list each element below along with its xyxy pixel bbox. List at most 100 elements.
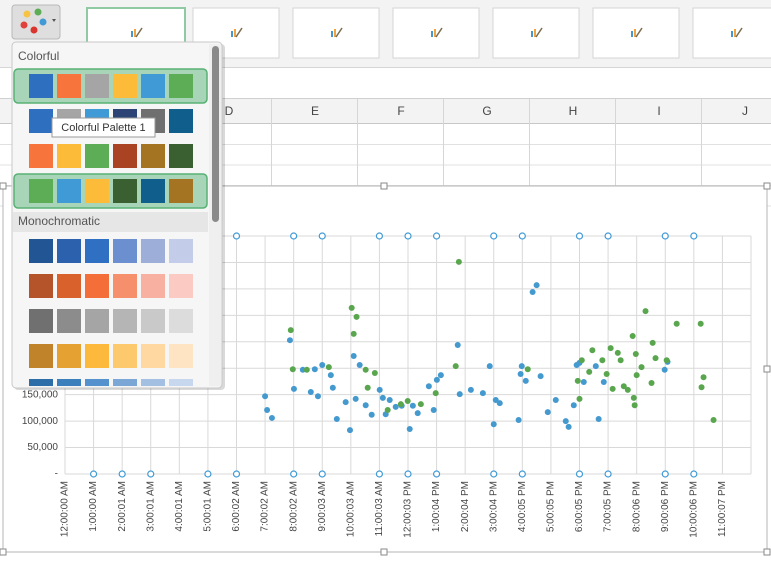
swatch[interactable]	[141, 274, 165, 298]
swatch[interactable]	[29, 344, 53, 368]
data-point	[630, 394, 637, 401]
swatch[interactable]	[113, 144, 137, 168]
swatch[interactable]	[113, 274, 137, 298]
resize-handle[interactable]	[763, 548, 771, 556]
swatch[interactable]	[29, 74, 53, 98]
swatch[interactable]	[85, 239, 109, 263]
swatch[interactable]	[141, 344, 165, 368]
swatch[interactable]	[113, 379, 137, 403]
x-tick-label: 8:00:02 AM	[288, 481, 299, 532]
swatch[interactable]	[141, 309, 165, 333]
column-header[interactable]: D	[225, 104, 234, 118]
data-point	[329, 384, 336, 391]
data-point	[492, 396, 499, 403]
column-header[interactable]: E	[311, 104, 319, 118]
swatch[interactable]	[169, 379, 193, 403]
column-header[interactable]: H	[569, 104, 578, 118]
swatch[interactable]	[169, 109, 193, 133]
data-point	[486, 363, 493, 370]
swatch[interactable]	[113, 179, 137, 203]
palette-menu: Colorful Monochromatic	[11, 41, 225, 403]
data-point	[409, 402, 416, 409]
swatch[interactable]	[57, 179, 81, 203]
swatch[interactable]	[141, 144, 165, 168]
data-point	[392, 403, 399, 410]
resize-handle[interactable]	[0, 182, 7, 190]
resize-handle[interactable]	[763, 365, 771, 373]
swatch[interactable]	[57, 344, 81, 368]
data-point	[518, 232, 526, 240]
swatch[interactable]	[113, 344, 137, 368]
thumb-icon	[335, 27, 343, 38]
swatch[interactable]	[85, 274, 109, 298]
swatch[interactable]	[113, 309, 137, 333]
swatch[interactable]	[141, 379, 165, 403]
data-point	[375, 232, 384, 240]
swatch[interactable]	[57, 144, 81, 168]
data-point	[376, 386, 383, 393]
swatch[interactable]	[169, 344, 193, 368]
swatch[interactable]	[169, 74, 193, 98]
swatch[interactable]	[29, 144, 53, 168]
thumb-icon	[231, 31, 233, 37]
data-point	[417, 401, 424, 408]
swatch[interactable]	[113, 239, 137, 263]
column-header[interactable]: I	[657, 104, 660, 118]
data-point	[663, 357, 670, 364]
swatch[interactable]	[85, 379, 109, 403]
data-point	[690, 232, 698, 240]
data-point	[319, 362, 326, 369]
y-tick-label: 100,000	[22, 416, 59, 427]
swatch[interactable]	[141, 239, 165, 263]
swatch[interactable]	[29, 109, 53, 133]
swatch[interactable]	[57, 379, 81, 403]
data-point	[454, 341, 461, 348]
swatch[interactable]	[29, 239, 53, 263]
swatch[interactable]	[57, 239, 81, 263]
data-point	[631, 402, 638, 409]
data-point	[595, 415, 602, 422]
data-point	[562, 418, 569, 425]
swatch[interactable]	[85, 144, 109, 168]
resize-handle[interactable]	[763, 182, 771, 190]
data-point	[673, 320, 680, 327]
data-point	[311, 366, 318, 373]
resize-handle[interactable]	[380, 548, 388, 556]
resize-handle[interactable]	[380, 182, 388, 190]
swatch[interactable]	[85, 309, 109, 333]
column-header[interactable]: G	[482, 104, 491, 118]
data-point	[432, 390, 439, 397]
swatch[interactable]	[169, 309, 193, 333]
swatch[interactable]	[85, 74, 109, 98]
swatch[interactable]	[141, 179, 165, 203]
swatch[interactable]	[141, 74, 165, 98]
swatch[interactable]	[29, 274, 53, 298]
swatch[interactable]	[169, 144, 193, 168]
data-point	[384, 407, 391, 414]
swatch[interactable]	[29, 309, 53, 333]
swatch[interactable]	[29, 379, 53, 403]
swatch[interactable]	[57, 309, 81, 333]
column-header[interactable]: F	[397, 104, 404, 118]
column-header[interactable]: J	[742, 104, 748, 118]
scrollbar-thumb[interactable]	[212, 46, 219, 222]
swatch[interactable]	[85, 344, 109, 368]
swatch[interactable]	[169, 274, 193, 298]
data-point	[517, 371, 524, 378]
swatch[interactable]	[85, 179, 109, 203]
data-point	[565, 423, 572, 430]
swatch[interactable]	[169, 239, 193, 263]
data-point	[118, 470, 126, 478]
swatch[interactable]	[169, 179, 193, 203]
data-point	[303, 366, 310, 373]
data-point	[350, 353, 357, 360]
swatch[interactable]	[57, 74, 81, 98]
data-point	[649, 339, 656, 346]
data-point	[264, 407, 271, 414]
data-point	[348, 304, 355, 311]
swatch[interactable]	[113, 74, 137, 98]
swatch[interactable]	[29, 179, 53, 203]
resize-handle[interactable]	[0, 548, 7, 556]
swatch[interactable]	[57, 274, 81, 298]
